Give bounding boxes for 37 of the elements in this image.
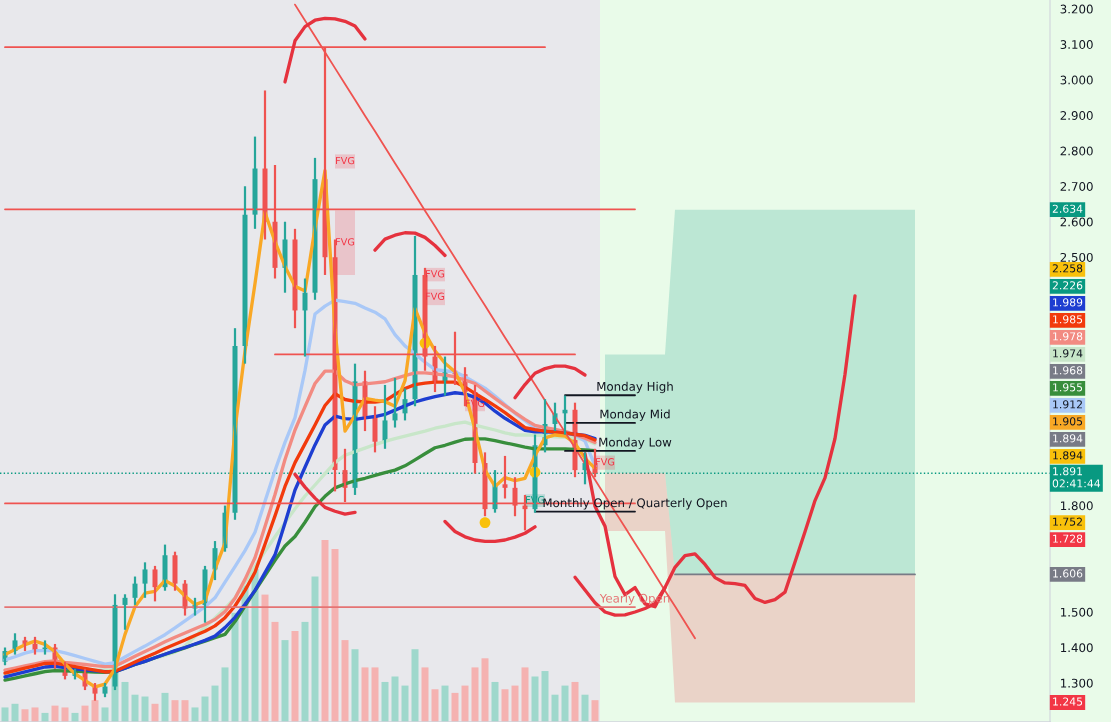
text: 1.978 [1053, 332, 1083, 341]
text: 2.258 [1052, 264, 1083, 273]
y-tick-label: 1.800 [1061, 501, 1093, 511]
y-tick-label: 2.800 [1060, 146, 1093, 156]
text: 1.894 [1053, 451, 1083, 460]
text: 1.728 [1053, 534, 1083, 543]
text: 1.245 [1053, 697, 1083, 706]
y-tick-label: 2.600 [1060, 217, 1093, 227]
y-tick-label: 2.700 [1060, 181, 1093, 191]
legend-label: FVG [336, 238, 355, 246]
text: FVG [426, 270, 445, 278]
text: 1.752 [1053, 517, 1082, 526]
y-tick-label: 1.500 [1061, 607, 1093, 617]
text: 2.634 [1052, 204, 1083, 213]
text: 1.968 [1053, 366, 1083, 375]
y-tick-label: 2.900 [1060, 111, 1093, 120]
y-tick-label: 1.400 [1061, 643, 1093, 653]
legend-label: FVG [336, 156, 355, 165]
text: 1.985 [1053, 315, 1083, 324]
text: 1.606 [1053, 569, 1083, 578]
series-label: Monday Mid [600, 409, 670, 421]
text: 1.989 [1053, 298, 1083, 307]
y-tick-label: 2.500 [1060, 252, 1093, 262]
y-tick-label: 3.100 [1060, 40, 1093, 49]
text: FVG [596, 458, 615, 466]
text: 2.226 [1052, 281, 1083, 290]
ref-line-label: 1.891 02:41:44 [1052, 467, 1101, 488]
text: 1.894 [1053, 434, 1083, 443]
y-tick-label: 1.300 [1061, 678, 1093, 688]
text: 1.912 [1053, 400, 1082, 409]
series-label: Monday High [597, 381, 673, 394]
text: 1.905 [1053, 417, 1083, 426]
y-tick-label: 3.200 [1060, 4, 1093, 14]
series-label: Monday Low [599, 437, 672, 449]
text: 1.974 [1053, 349, 1083, 358]
y-tick-label: 3.000 [1060, 75, 1093, 85]
text: 1.955 [1053, 383, 1083, 392]
